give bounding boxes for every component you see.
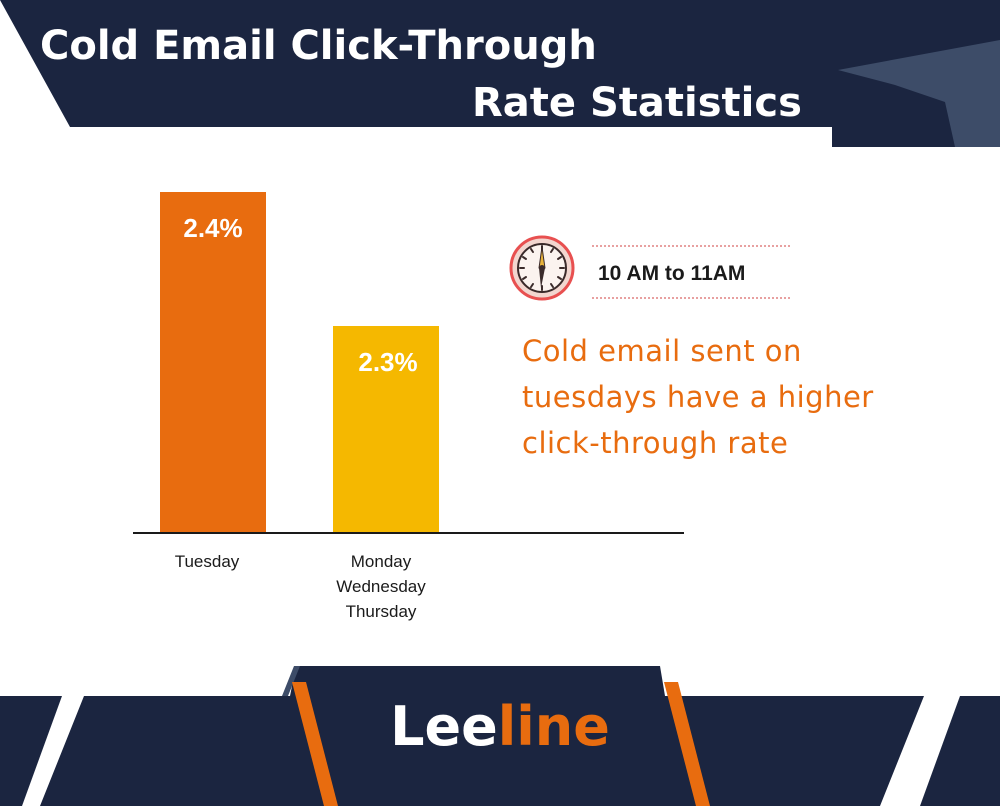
footer-band <box>0 666 1000 806</box>
bar-value-label-tuesday: 2.4% <box>183 213 242 243</box>
bar-mon-wed-thu <box>333 326 439 533</box>
category-label-mon-wed-thu: Monday Wednesday Thursday <box>336 552 426 621</box>
bar-tuesday <box>160 192 266 533</box>
bar-value-label-mon-wed-thu: 2.3% <box>358 347 417 377</box>
divider-bottom <box>592 297 790 299</box>
brand-logo: Leeline <box>390 695 610 758</box>
insight-note: Cold email sent on tuesdays have a highe… <box>522 334 874 460</box>
category-label-tuesday: Tuesday <box>174 552 240 571</box>
title-line-1: Cold Email Click-Through <box>40 23 597 69</box>
divider-top <box>592 245 790 247</box>
title-line-2: Rate Statistics <box>472 80 802 126</box>
time-range-label: 10 AM to 11AM <box>598 262 746 285</box>
header-band <box>0 0 1000 147</box>
bar-chart: 2.4% 2.3% <box>133 192 684 534</box>
clock-icon <box>509 235 575 301</box>
